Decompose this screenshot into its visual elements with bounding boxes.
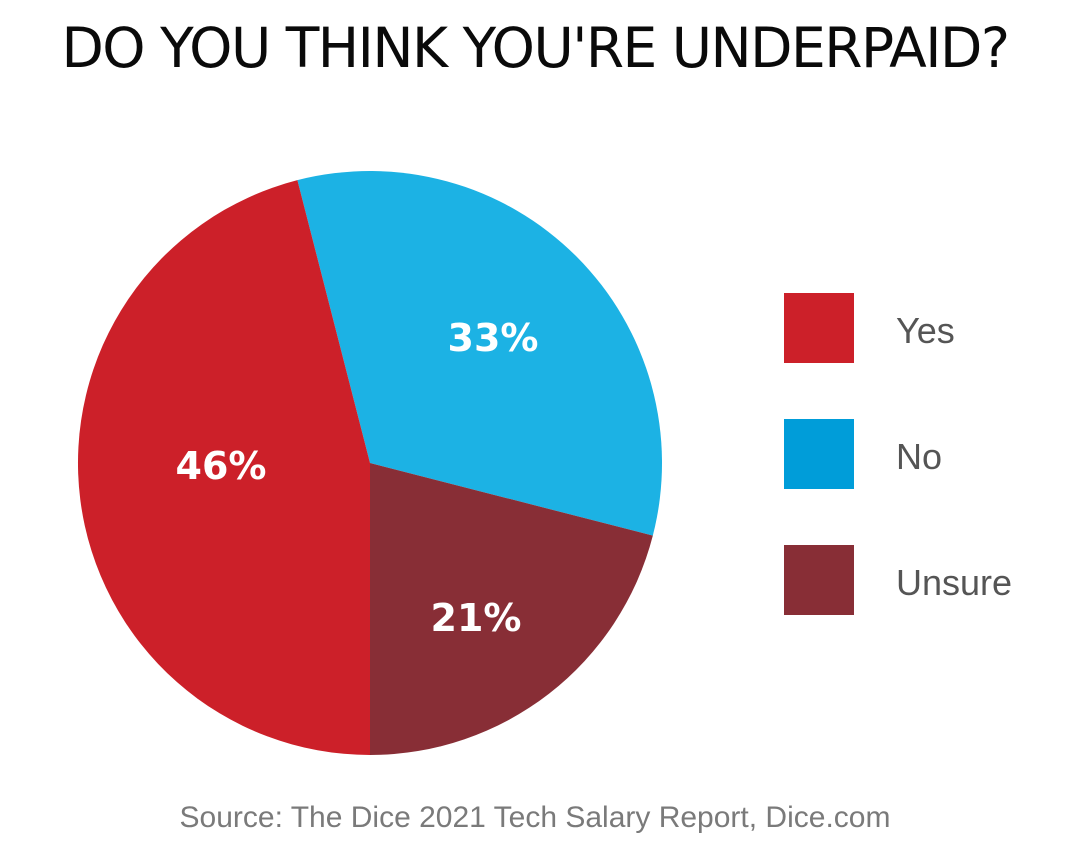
source-note: Source: The Dice 2021 Tech Salary Report… [179, 801, 891, 834]
slice-label-unsure: 21% [431, 596, 522, 640]
chart-title: DO YOU THINK YOU'RE UNDERPAID? [61, 16, 1010, 80]
slice-label-yes: 46% [176, 444, 267, 488]
pie-slices [77, 170, 663, 756]
legend-swatch-no [784, 419, 854, 489]
legend-item-unsure: Unsure [784, 545, 1064, 615]
legend-label-yes: Yes [896, 310, 955, 351]
slice-label-no: 33% [448, 316, 539, 360]
legend-swatch-yes [784, 293, 854, 363]
legend-item-yes: Yes [784, 293, 1064, 363]
pie-slice-unsure [370, 463, 653, 755]
pie-slice-yes [77, 180, 371, 756]
pie-slice-labels: 46% 33% 21% [176, 316, 539, 640]
legend-item-no: No [784, 419, 1064, 489]
legend-swatch-unsure [784, 545, 854, 615]
legend-label-no: No [896, 436, 943, 477]
legend-label-unsure: Unsure [896, 562, 1013, 603]
pie-slice-no [297, 170, 663, 536]
